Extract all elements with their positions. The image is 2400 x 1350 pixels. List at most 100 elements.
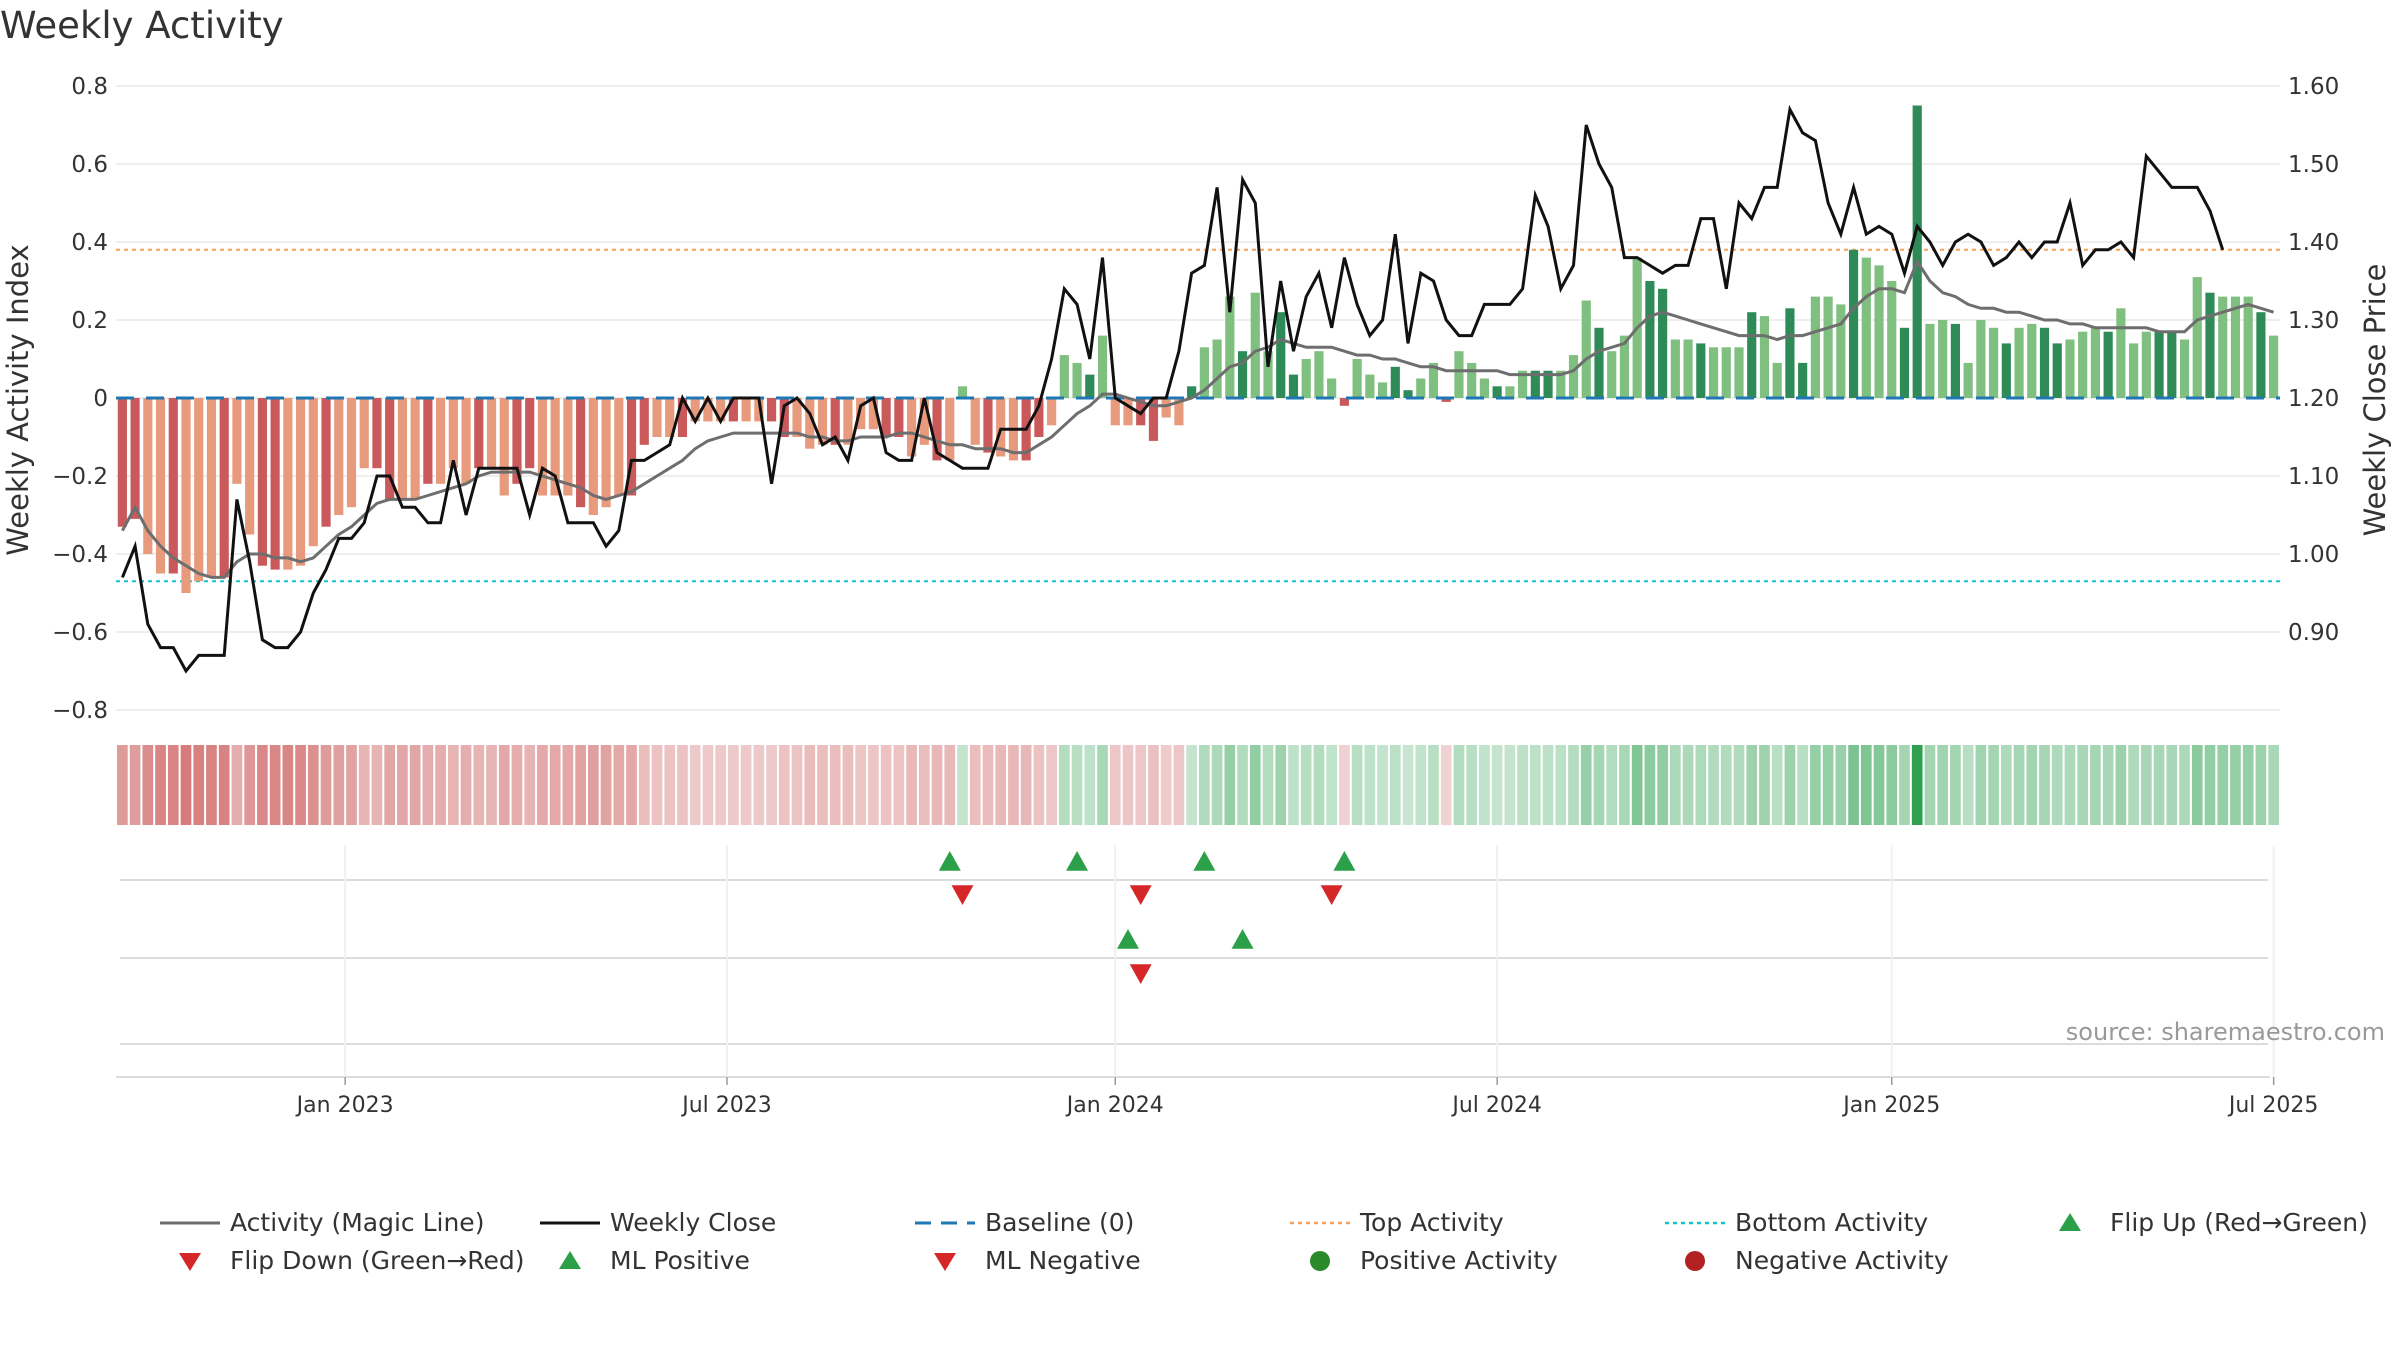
strip-cell [1300,745,1312,825]
activity-bar [1199,347,1209,398]
legend-label: Activity (Magic Line) [230,1208,485,1237]
activity-bar [1925,323,1935,398]
activity-bar [792,398,802,437]
legend-item-bottom: Bottom Activity [1665,1208,1928,1237]
activity-bar [550,398,560,496]
strip-cell [2026,745,2038,825]
flip-up-marker [938,851,961,871]
y2-tick-label: 1.50 [2288,152,2339,178]
activity-bar [1047,398,1057,426]
activity-bar [537,398,548,496]
strip-cell [1810,745,1821,825]
strip-cell [1377,745,1388,825]
date-tick-label: Jan 2025 [1841,1093,1940,1118]
y-tick-label: 0 [93,386,108,412]
strip-cell [117,745,128,825]
strip-cell [486,745,497,825]
activity-bar [576,398,586,508]
strip-cell [167,745,179,825]
strip-cell [155,745,166,825]
activity-bar [1492,386,1502,398]
legend-label: Positive Activity [1360,1246,1558,1275]
activity-bar [423,398,433,484]
strip-cell [244,745,256,825]
activity-bar [1759,316,1770,398]
activity-bar [1861,257,1871,398]
strip-cell [1339,745,1350,825]
legend-symbol [540,1209,600,1237]
activity-bar [766,398,777,422]
strip-cell [1580,745,1592,825]
strip-cell [1606,745,1618,825]
activity-bar [1467,362,1477,398]
activity-bar [1607,351,1617,398]
activity-bar [703,398,713,422]
activity-bar [181,398,191,593]
legend-symbol [160,1209,220,1237]
activity-bar [448,398,458,469]
strip-cell [1695,745,1707,825]
activity-bar [1887,281,1897,398]
strip-cell [1109,745,1121,825]
y2-tick-label: 1.20 [2288,386,2339,412]
activity-bar [1059,355,1069,398]
activity-bar [2230,296,2241,398]
strip-cell [2064,745,2076,825]
activity-bar [499,398,509,496]
y2-tick-label: 0.90 [2288,620,2339,646]
strip-cell [1402,745,1414,825]
legend-label: Bottom Activity [1735,1208,1929,1237]
strip-cell [1173,745,1185,825]
strip-cell [1682,745,1694,825]
strip-cell [1835,745,1847,825]
strip-cell [829,745,841,825]
activity-bar [1428,362,1439,398]
strip-cell [371,745,383,825]
legend-label: Weekly Close [610,1208,777,1237]
activity-bar [1645,281,1655,398]
strip-cell [2179,745,2190,825]
activity-bar [1938,320,1948,398]
magic-line [121,258,2275,579]
legend-symbol [160,1247,220,1275]
y2-axis-title: Weekly Close Price [2358,264,2392,537]
strip-cell [957,745,968,825]
strip-cell [982,745,994,825]
activity-bar [1683,339,1693,398]
date-tick-label: Jul 2025 [2227,1093,2319,1118]
activity-bar [1352,359,1362,398]
strip-cell [1275,745,1287,825]
activity-bar [2179,339,2190,398]
activity-bar [1581,300,1591,398]
strip-cell [931,745,943,825]
activity-bar [2090,327,2101,398]
activity-bar [1225,296,1235,398]
strip-cell [842,745,854,825]
legend: Activity (Magic Line) Weekly Close Baselin… [160,1208,2400,1288]
legend-label: Baseline (0) [985,1208,1135,1237]
strip-cell [1962,745,1974,825]
activity-bar [601,398,611,508]
activity-bar [512,398,522,484]
activity-bar [665,398,675,437]
legend-item-ml-neg: ML Negative [915,1246,1141,1275]
strip-cell [1160,745,1172,825]
strip-cell [817,745,828,825]
strip-cell [562,745,574,825]
strip-cell [2077,745,2089,825]
strip-cell [1364,745,1376,825]
strip-cell [1988,745,1999,825]
flip-up-marker [1066,851,1089,871]
strip-cell [651,745,663,825]
ml-positive-marker [1231,929,1254,949]
activity-bar [894,398,904,437]
strip-cell [1224,745,1236,825]
activity-bar [308,398,318,547]
strip-cell [1288,745,1299,825]
strip-cell [575,745,586,825]
activity-bar [397,398,407,500]
activity-bar [2052,343,2062,398]
strip-cell [2102,745,2114,825]
strip-cell [804,745,816,825]
activity-bar [321,398,331,527]
